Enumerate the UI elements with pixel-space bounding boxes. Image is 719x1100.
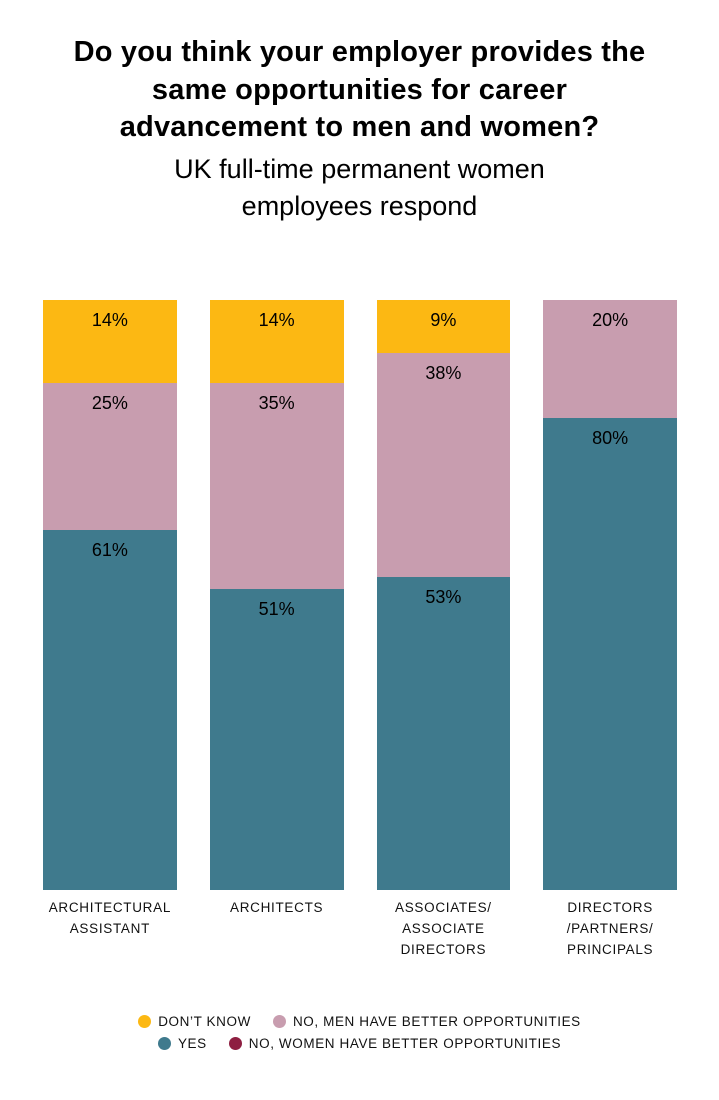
segment-value-label: 14% [258,310,295,330]
segment-value-label: 80% [592,428,629,448]
legend: DON’T KNOW NO, MEN HAVE BETTER OPPORTUNIT… [0,1014,719,1051]
legend-label: NO, MEN HAVE BETTER OPPORTUNITIES [292,1014,581,1029]
bar-segment: 53% [376,577,511,890]
bar-segment: 80% [543,418,677,890]
bar-segment: 9% [376,300,511,354]
legend-swatch-icon [228,1037,242,1050]
segment-value-label: 53% [425,587,462,608]
segment-value-label: 38% [425,363,462,384]
legend-item: YES [157,1036,207,1051]
legend-row: DON’T KNOW NO, MEN HAVE BETTER OPPORTUNIT… [138,1014,581,1029]
bar-column: 14% 35% 51% [209,300,344,890]
segment-value-label: 20% [592,310,629,330]
bar-column: 9% 38% 53% [376,300,511,890]
bar-segment: 51% [209,589,344,890]
legend-label: NO, WOMEN HAVE BETTER OPPORTUNITIES [248,1036,562,1051]
segment-value-label: 35% [258,392,295,413]
legend-label: DON’T KNOW [158,1014,251,1029]
bar-segment: 38% [376,353,511,578]
chart-area: 14% 25% 61% 14% 35% 51% 9% 38% 53% 20% 80% [43,300,677,890]
legend-swatch-icon [157,1037,171,1050]
chart-header: Do you think your employer provides the … [0,34,719,224]
segment-value-label: 25% [91,392,128,413]
segment-value-label: 61% [91,540,128,561]
legend-item: DON’T KNOW [138,1014,251,1029]
category-label: ASSOCIATES/ ASSOCIATE DIRECTORS [395,900,492,957]
segment-value-label: 9% [430,310,457,330]
bar-segment: 14% [43,300,177,383]
legend-row: YES NO, WOMEN HAVE BETTER OPPORTUNITIES [157,1036,562,1051]
legend-swatch-icon [138,1015,152,1028]
segment-value-label: 14% [91,310,128,330]
segment-value-label: 51% [258,599,295,620]
bar-segment: 25% [43,382,177,531]
legend-swatch-icon [272,1015,286,1028]
bar-segment: 14% [209,300,344,383]
legend-item: NO, MEN HAVE BETTER OPPORTUNITIES [272,1014,581,1029]
bar-segment: 35% [209,382,344,590]
chart-subtitle: UK full-time permanent women employees r… [174,154,545,221]
legend-item: NO, WOMEN HAVE BETTER OPPORTUNITIES [228,1036,562,1051]
category-label: ARCHITECTURAL ASSISTANT [48,900,172,936]
bar-segment: 20% [543,300,677,418]
bar-column: 20% 80% [543,300,677,890]
chart-title: Do you think your employer provides the … [73,36,646,144]
bar-segment: 61% [43,530,177,890]
category-label: DIRECTORS /PARTNERS/ PRINCIPALS [566,900,654,957]
legend-label: YES [177,1036,207,1051]
bar-column: 14% 25% 61% [43,300,177,890]
category-labels: ARCHITECTURAL ASSISTANT ARCHITECTS ASSOCIA… [43,898,677,961]
category-label: ARCHITECTS [229,900,324,915]
